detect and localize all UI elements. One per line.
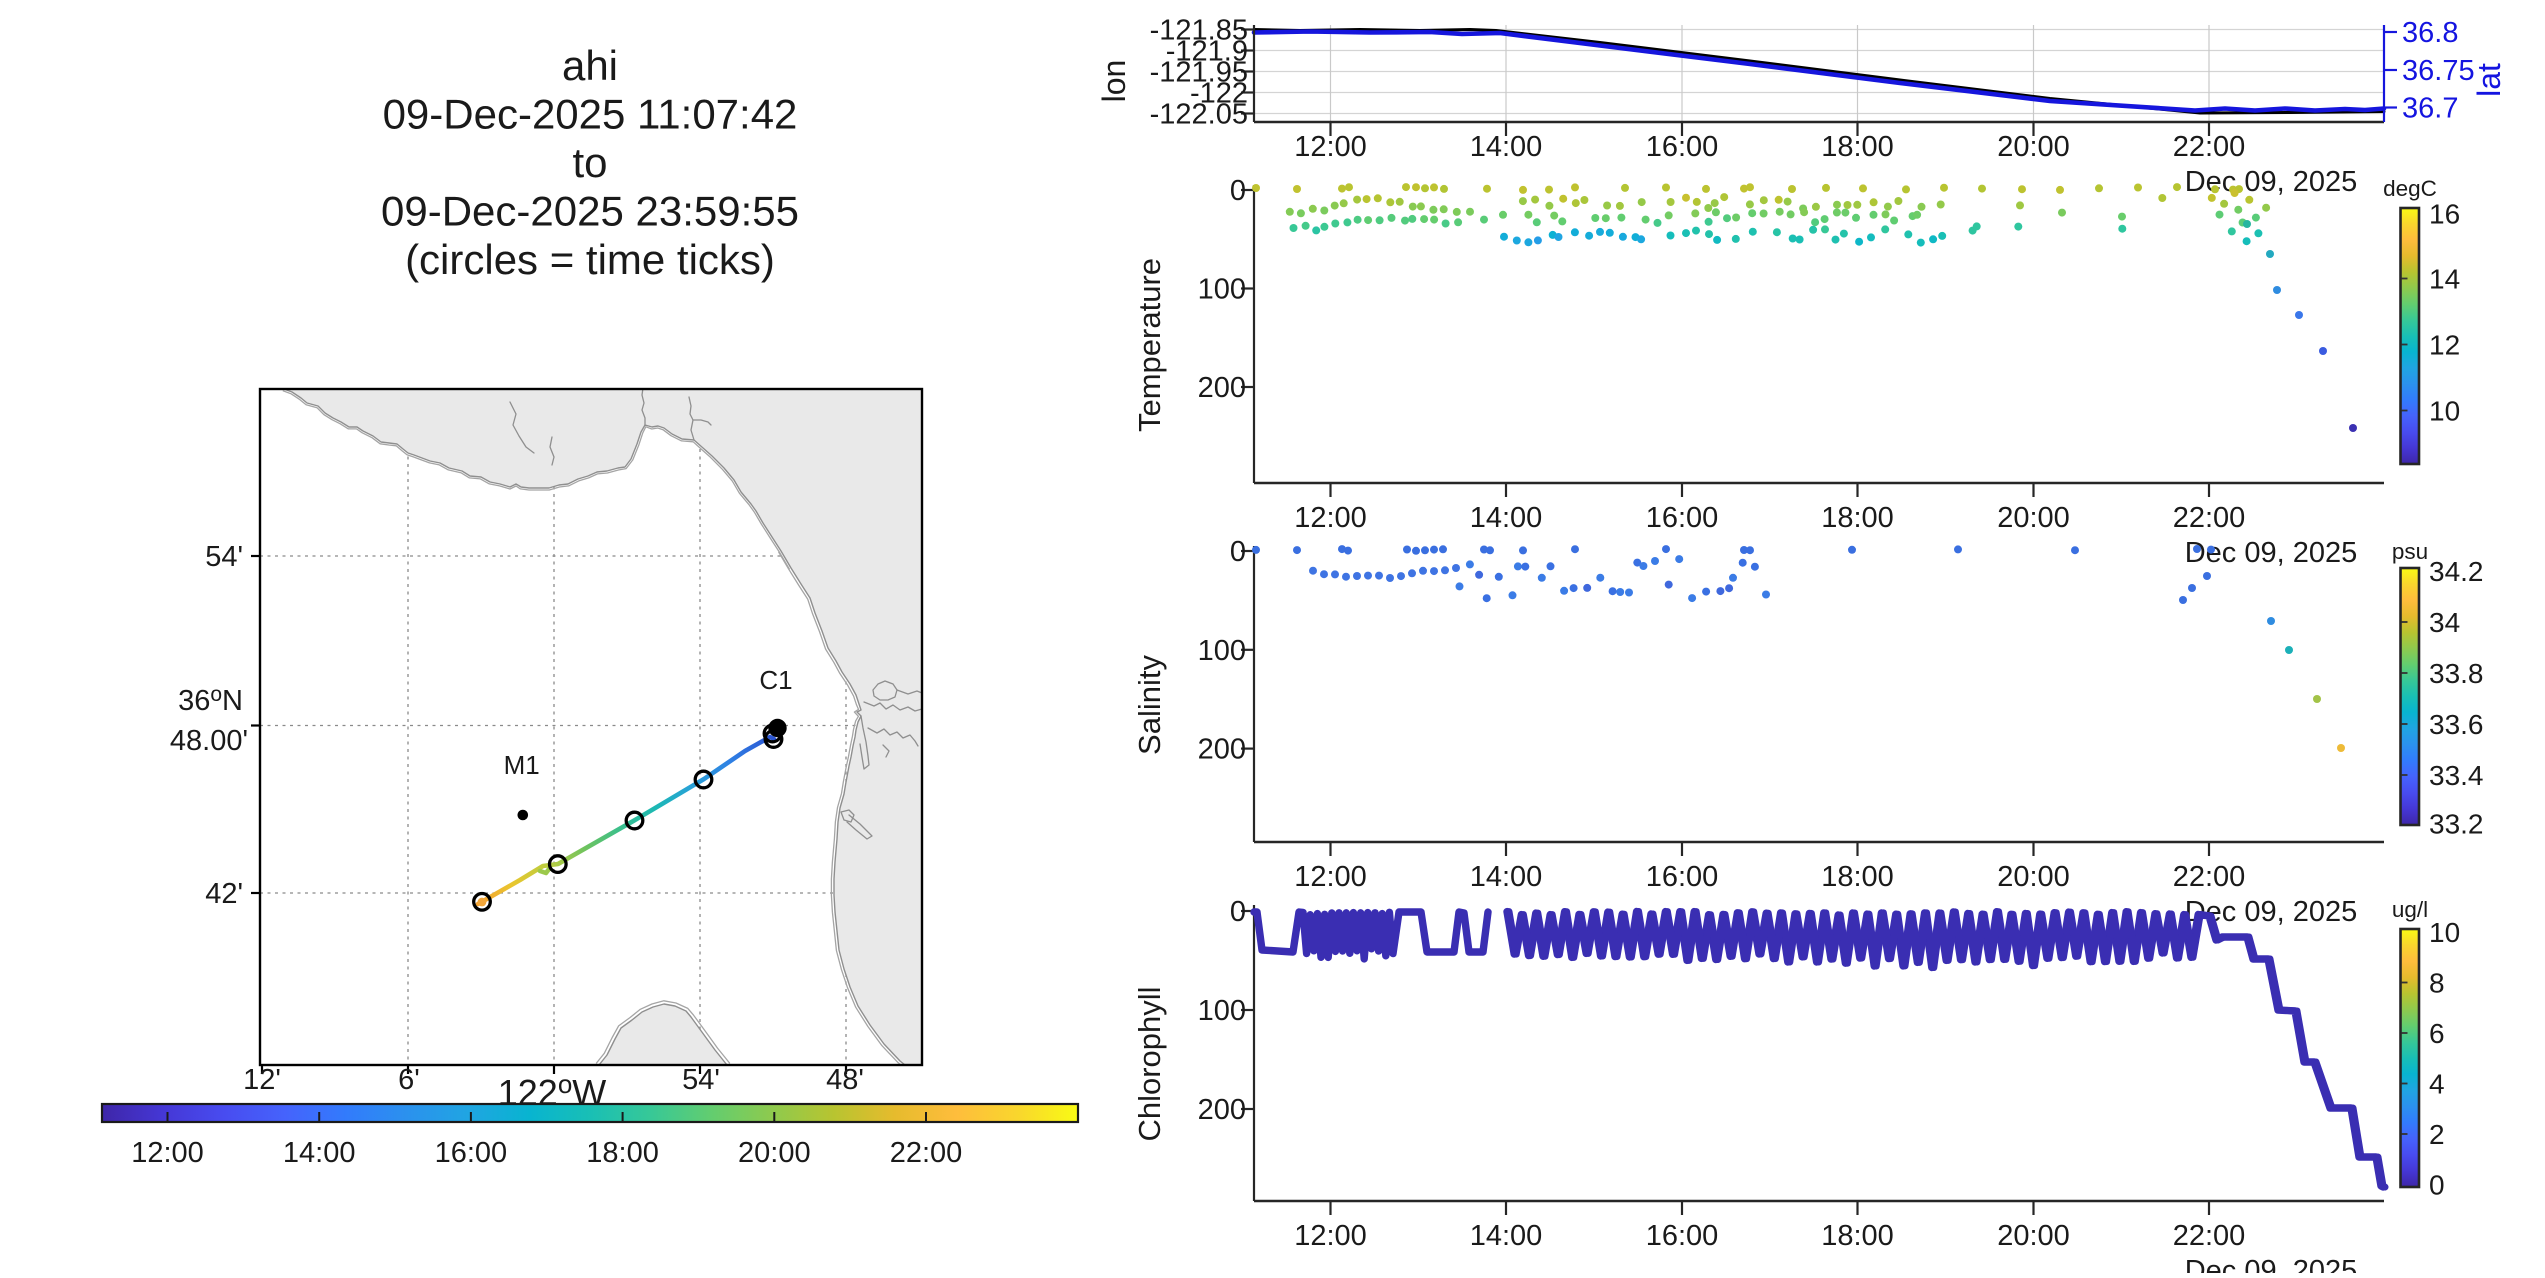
svg-text:12:00: 12:00	[1294, 131, 1367, 163]
svg-text:-121.85: -121.85	[1150, 15, 1248, 47]
svg-text:16: 16	[2429, 199, 2460, 230]
svg-text:36.7: 36.7	[2402, 93, 2458, 125]
svg-text:16:00: 16:00	[1646, 1220, 1719, 1252]
svg-text:Temperature: Temperature	[1132, 258, 1167, 432]
svg-text:18:00: 18:00	[1821, 502, 1894, 534]
svg-text:Salinity: Salinity	[1132, 655, 1167, 755]
svg-text:4: 4	[2429, 1069, 2445, 1100]
svg-text:2: 2	[2429, 1119, 2445, 1150]
svg-text:36.8: 36.8	[2402, 17, 2458, 49]
svg-text:M1: M1	[504, 750, 540, 780]
svg-text:ug/l: ug/l	[2392, 897, 2428, 922]
svg-text:12:00: 12:00	[1294, 502, 1367, 534]
svg-text:09-Dec-2025 23:59:55: 09-Dec-2025 23:59:55	[381, 188, 799, 235]
svg-text:14:00: 14:00	[1470, 861, 1543, 893]
svg-text:(circles = time ticks): (circles = time ticks)	[405, 236, 775, 283]
svg-text:14:00: 14:00	[1470, 1220, 1543, 1252]
svg-text:48.00': 48.00'	[170, 725, 248, 757]
svg-text:0: 0	[1230, 536, 1246, 568]
svg-text:12:00: 12:00	[131, 1137, 204, 1169]
svg-text:22:00: 22:00	[2173, 1220, 2246, 1252]
svg-text:-122: -122	[1190, 78, 1248, 110]
svg-text:16:00: 16:00	[1646, 502, 1719, 534]
svg-text:20:00: 20:00	[1997, 1220, 2070, 1252]
svg-text:22:00: 22:00	[2173, 861, 2246, 893]
svg-text:12:00: 12:00	[1294, 861, 1367, 893]
svg-text:33.2: 33.2	[2429, 809, 2484, 840]
svg-text:33.6: 33.6	[2429, 709, 2484, 740]
svg-text:20:00: 20:00	[1997, 502, 2070, 534]
svg-text:Dec 09, 2025: Dec 09, 2025	[2185, 1255, 2358, 1273]
svg-text:psu: psu	[2392, 539, 2428, 564]
svg-text:lon: lon	[1096, 60, 1132, 103]
svg-text:200: 200	[1198, 1094, 1246, 1126]
svg-text:33.8: 33.8	[2429, 658, 2484, 689]
svg-text:Dec 09, 2025: Dec 09, 2025	[2185, 166, 2358, 198]
svg-text:lat: lat	[2471, 63, 2507, 97]
svg-text:Chlorophyll: Chlorophyll	[1132, 986, 1167, 1141]
svg-text:36.75: 36.75	[2402, 55, 2475, 87]
svg-text:14:00: 14:00	[283, 1137, 356, 1169]
svg-text:16:00: 16:00	[435, 1137, 508, 1169]
svg-text:degC: degC	[2383, 176, 2437, 201]
svg-text:22:00: 22:00	[890, 1137, 963, 1169]
svg-text:10: 10	[2429, 396, 2460, 427]
svg-text:18:00: 18:00	[1821, 861, 1894, 893]
svg-text:18:00: 18:00	[1821, 131, 1894, 163]
svg-text:Dec 09, 2025: Dec 09, 2025	[2185, 537, 2358, 569]
svg-text:C1: C1	[759, 665, 792, 695]
svg-text:42': 42'	[205, 878, 243, 910]
svg-text:22:00: 22:00	[2173, 502, 2246, 534]
svg-text:6': 6'	[398, 1064, 420, 1096]
svg-text:200: 200	[1198, 734, 1246, 766]
svg-text:20:00: 20:00	[1997, 131, 2070, 163]
svg-text:14:00: 14:00	[1470, 502, 1543, 534]
svg-text:to: to	[572, 139, 607, 186]
svg-text:0: 0	[1230, 175, 1246, 207]
svg-text:16:00: 16:00	[1646, 861, 1719, 893]
svg-text:6: 6	[2429, 1018, 2445, 1049]
svg-text:12:00: 12:00	[1294, 1220, 1367, 1252]
svg-text:200: 200	[1198, 372, 1246, 404]
svg-text:-121.9: -121.9	[1166, 36, 1248, 68]
svg-text:14: 14	[2429, 264, 2460, 295]
svg-text:12': 12'	[243, 1064, 281, 1096]
svg-text:54': 54'	[682, 1064, 720, 1096]
svg-text:100: 100	[1198, 635, 1246, 667]
svg-text:48': 48'	[826, 1064, 864, 1096]
svg-text:14:00: 14:00	[1470, 131, 1543, 163]
svg-text:10: 10	[2429, 917, 2460, 948]
svg-text:54': 54'	[205, 541, 243, 573]
svg-text:100: 100	[1198, 995, 1246, 1027]
svg-text:22:00: 22:00	[2173, 131, 2246, 163]
svg-text:-122.05: -122.05	[1150, 99, 1248, 131]
svg-text:8: 8	[2429, 968, 2445, 999]
svg-text:0: 0	[2429, 1170, 2445, 1201]
svg-text:18:00: 18:00	[586, 1137, 659, 1169]
svg-text:09-Dec-2025 11:07:42: 09-Dec-2025 11:07:42	[383, 91, 798, 138]
svg-text:20:00: 20:00	[738, 1137, 811, 1169]
svg-text:100: 100	[1198, 274, 1246, 306]
svg-text:16:00: 16:00	[1646, 131, 1719, 163]
svg-text:34.2: 34.2	[2429, 556, 2484, 587]
svg-text:ahi: ahi	[562, 42, 618, 89]
svg-text:-121.95: -121.95	[1150, 57, 1248, 89]
svg-text:34: 34	[2429, 607, 2460, 638]
svg-text:12: 12	[2429, 330, 2460, 361]
svg-text:20:00: 20:00	[1997, 861, 2070, 893]
svg-text:33.4: 33.4	[2429, 760, 2484, 791]
svg-text:18:00: 18:00	[1821, 1220, 1894, 1252]
svg-text:0: 0	[1230, 896, 1246, 928]
